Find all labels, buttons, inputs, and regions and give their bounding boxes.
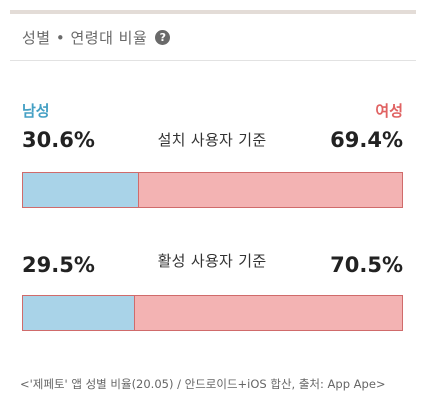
active-row-label: 활성 사용자 기준 bbox=[157, 252, 267, 270]
section-title: 성별 • 연령대 비율 bbox=[22, 28, 148, 47]
install-male-segment bbox=[23, 173, 139, 207]
active-male-segment bbox=[23, 296, 135, 330]
active-female-segment bbox=[135, 296, 402, 330]
section-header: 성별 • 연령대 비율 ? bbox=[22, 26, 171, 48]
legend-female: 여성 bbox=[375, 102, 403, 120]
install-row-label: 설치 사용자 기준 bbox=[157, 131, 267, 149]
install-female-segment bbox=[139, 173, 402, 207]
legend-male: 남성 bbox=[22, 102, 50, 120]
install-ratio-bar bbox=[22, 172, 403, 208]
active-ratio-bar bbox=[22, 295, 403, 331]
help-icon[interactable]: ? bbox=[155, 29, 171, 45]
active-male-percent: 29.5% bbox=[22, 253, 95, 277]
source-footnote: <'제페토' 앱 성별 비율(20.05) / 안드로이드+iOS 합산, 출처… bbox=[20, 377, 386, 391]
install-female-percent: 69.4% bbox=[330, 128, 403, 152]
header-divider bbox=[10, 60, 416, 61]
active-female-percent: 70.5% bbox=[330, 253, 403, 277]
top-accent-line bbox=[10, 10, 416, 14]
install-male-percent: 30.6% bbox=[22, 128, 95, 152]
